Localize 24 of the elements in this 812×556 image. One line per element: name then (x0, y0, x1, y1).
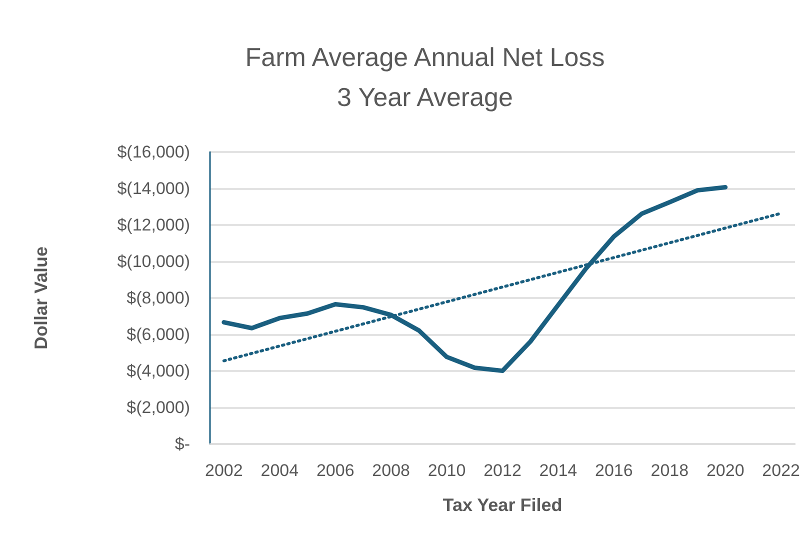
x-tick-label: 2006 (316, 461, 354, 480)
chart-title: Farm Average Annual Net Loss (245, 42, 605, 72)
x-tick-label: 2018 (650, 461, 689, 480)
y-tick-label: $(10,000) (117, 252, 190, 271)
x-tick-label: 2022 (762, 461, 800, 480)
x-tick-label: 2014 (539, 461, 578, 480)
y-tick-label: $(8,000) (126, 288, 190, 308)
y-tick-label: $(6,000) (126, 325, 190, 344)
y-axis-title: Dollar Value (31, 246, 51, 350)
x-tick-label: 2020 (706, 461, 744, 480)
y-tick-label: $(4,000) (126, 362, 190, 380)
y-tick-label: $(12,000) (117, 216, 190, 234)
x-tick-label: 2016 (595, 461, 633, 480)
x-tick-label: 2002 (205, 461, 243, 480)
y-tick-label: $(2,000) (126, 398, 190, 417)
x-tick-label: 2004 (260, 461, 299, 480)
x-axis-title: Tax Year Filed (442, 495, 562, 515)
y-tick-label: $(16,000) (117, 142, 190, 162)
y-tick-label: $(14,000) (117, 179, 190, 198)
chart-subtitle: 3 Year Average (337, 82, 513, 112)
x-tick-label: 2012 (484, 461, 522, 480)
x-tick-label: 2010 (428, 461, 466, 480)
x-tick-label: 2008 (372, 461, 410, 480)
y-tick-label: $- (174, 434, 190, 454)
